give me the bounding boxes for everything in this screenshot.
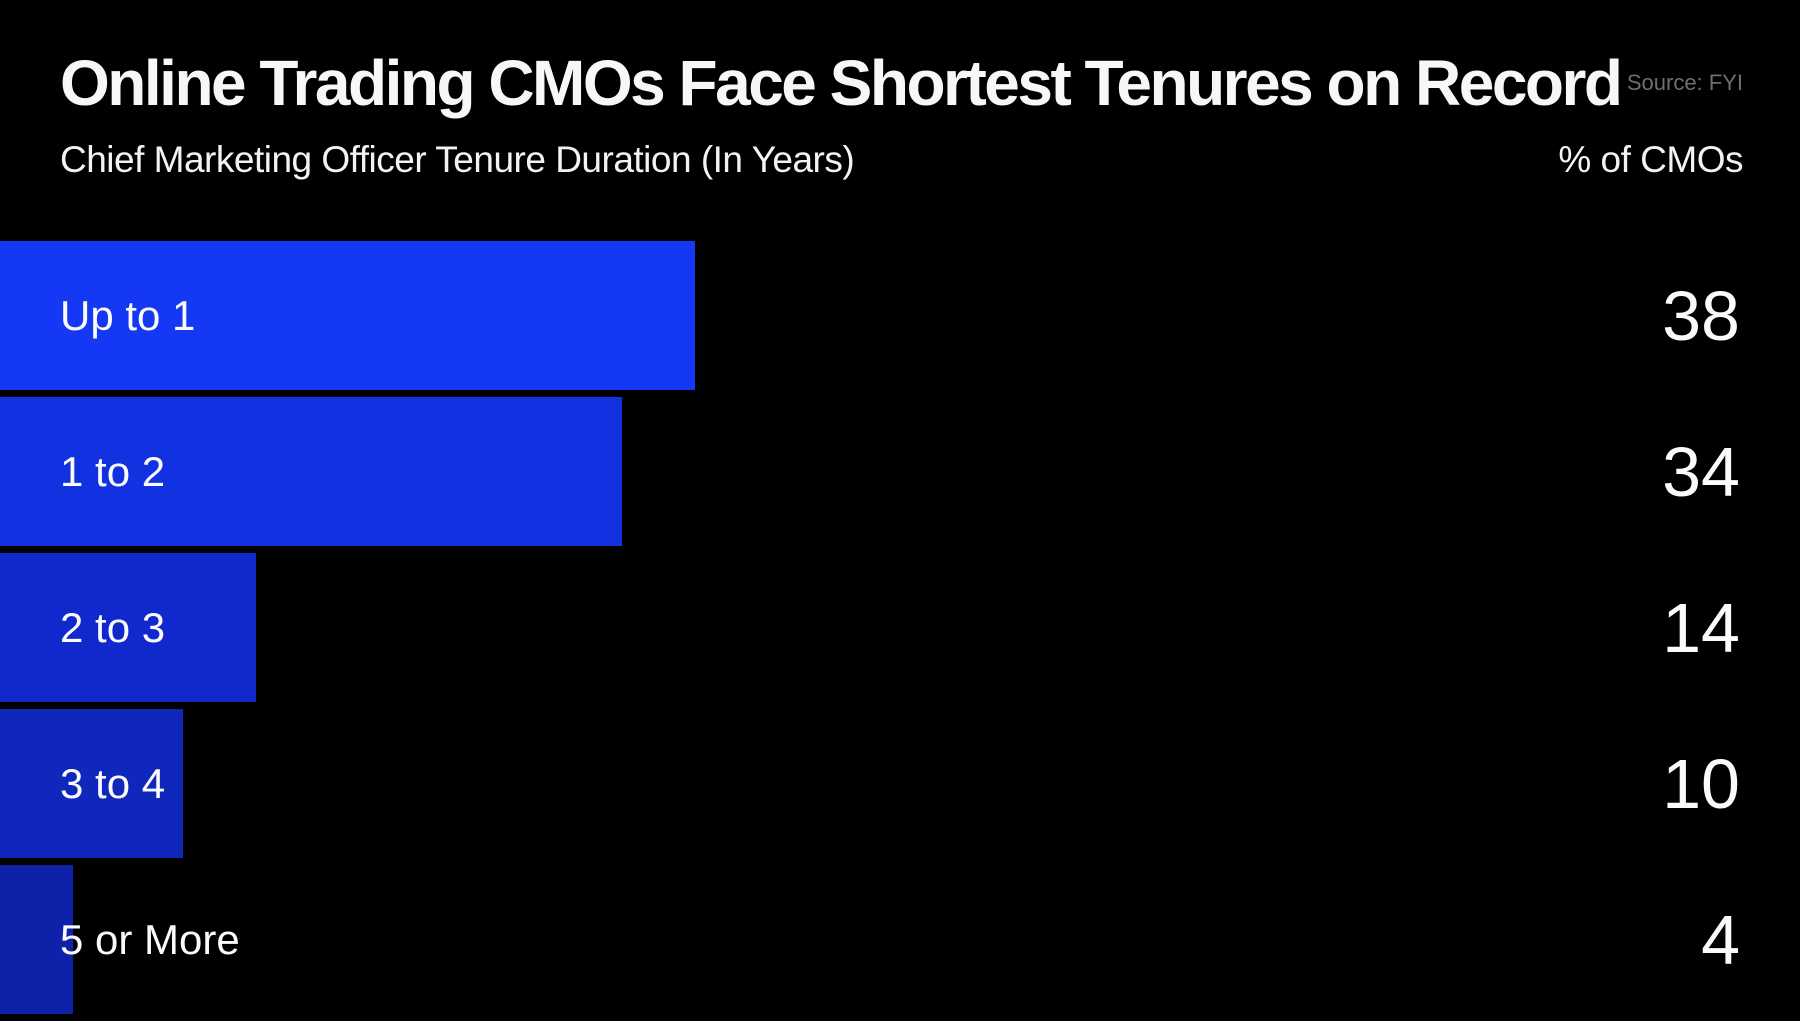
- bar-row: 1 to 2 34: [0, 397, 1800, 546]
- bar-value-label: 4: [1701, 900, 1740, 979]
- bar-row: 5 or More 4: [0, 865, 1800, 1014]
- bar-row: 3 to 4 10: [0, 709, 1800, 858]
- bar: [0, 397, 622, 546]
- bar-value-label: 38: [1662, 276, 1740, 355]
- bar-row: Up to 1 38: [0, 241, 1800, 390]
- bar-category-label: 1 to 2: [60, 447, 166, 495]
- bar: [0, 865, 73, 1014]
- page-title: Online Trading CMOs Face Shortest Tenure…: [60, 47, 1623, 119]
- bar-chart: Up to 1 38 1 to 2 34 2 to 3 14 3 to 4 10 5 or Mo…: [0, 241, 1800, 1021]
- bar-category-label: Up to 1: [60, 291, 196, 339]
- bar: [0, 709, 183, 858]
- bar-value-label: 34: [1662, 432, 1740, 511]
- bar: [0, 241, 695, 390]
- bar-category-label: 2 to 3: [60, 603, 166, 651]
- bar-value-label: 10: [1662, 744, 1740, 823]
- bar-category-label: 5 or More: [60, 915, 240, 963]
- bar: [0, 553, 256, 702]
- source-credit: Source: FYI: [1626, 70, 1743, 95]
- chart-subtitle: Chief Marketing Officer Tenure Duration …: [60, 139, 855, 180]
- bar-category-label: 3 to 4: [60, 759, 166, 807]
- bar-value-label: 14: [1662, 588, 1740, 667]
- bar-row: 2 to 3 14: [0, 553, 1800, 702]
- value-axis-label: % of CMOs: [1558, 139, 1743, 180]
